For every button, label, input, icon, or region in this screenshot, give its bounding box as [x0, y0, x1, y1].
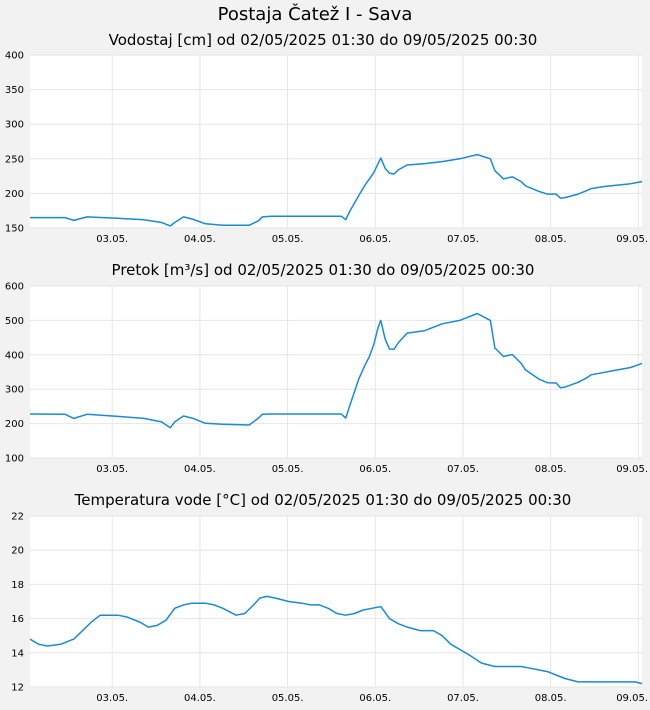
x-tick-label: 08.05.: [535, 464, 567, 475]
x-tick-label: 07.05.: [447, 234, 479, 245]
y-tick-label: 18: [11, 580, 24, 591]
series-line: [29, 312, 643, 429]
x-tick-label: 04.05.: [184, 464, 216, 475]
y-tick-label: 20: [11, 546, 24, 557]
y-tick-label: 250: [5, 154, 24, 165]
x-tick-label: 04.05.: [184, 693, 216, 704]
y-tick-label: 150: [5, 224, 24, 235]
y-tick-label: 12: [11, 683, 24, 694]
x-tick-label: 06.05.: [359, 693, 391, 704]
chart-2: Pretok [m³/s] od 02/05/2025 01:30 do 09/…: [5, 261, 648, 475]
chart-title: Pretok [m³/s] od 02/05/2025 01:30 do 09/…: [112, 261, 535, 279]
plot-area: [30, 286, 642, 458]
x-tick-label: 05.05.: [272, 464, 304, 475]
x-tick-label: 08.05.: [535, 234, 567, 245]
y-tick-label: 400: [5, 51, 24, 62]
chart-1: Vodostaj [cm] od 02/05/2025 01:30 do 09/…: [5, 31, 648, 245]
y-tick-label: 200: [5, 189, 24, 200]
x-tick-label: 08.05.: [535, 693, 567, 704]
x-tick-label: 05.05.: [272, 693, 304, 704]
y-tick-label: 22: [11, 512, 24, 523]
chart-title: Vodostaj [cm] od 02/05/2025 01:30 do 09/…: [109, 31, 538, 49]
x-tick-label: 09.05.: [616, 464, 648, 475]
y-tick-label: 350: [5, 85, 24, 96]
y-tick-label: 400: [5, 350, 24, 361]
x-tick-label: 06.05.: [359, 464, 391, 475]
chart-3: Temperatura vode [°C] od 02/05/2025 01:3…: [11, 491, 648, 704]
x-tick-label: 03.05.: [96, 464, 128, 475]
plot-area: [30, 516, 642, 687]
x-tick-label: 09.05.: [616, 234, 648, 245]
x-tick-label: 06.05.: [359, 234, 391, 245]
x-tick-label: 04.05.: [184, 234, 216, 245]
y-tick-label: 500: [5, 316, 24, 327]
x-tick-label: 07.05.: [447, 464, 479, 475]
x-tick-label: 03.05.: [96, 234, 128, 245]
series-line: [29, 595, 643, 685]
plot-area: [30, 55, 642, 228]
y-tick-label: 300: [5, 385, 24, 396]
x-tick-label: 05.05.: [272, 234, 304, 245]
chart-title: Temperatura vode [°C] od 02/05/2025 01:3…: [74, 491, 572, 509]
y-tick-label: 16: [11, 614, 24, 625]
x-tick-label: 09.05.: [616, 693, 648, 704]
charts-container: Vodostaj [cm] od 02/05/2025 01:30 do 09/…: [5, 31, 648, 704]
x-tick-label: 07.05.: [447, 693, 479, 704]
y-tick-label: 14: [11, 648, 24, 659]
series-line: [30, 153, 643, 227]
x-tick-label: 03.05.: [96, 693, 128, 704]
page-title: Postaja Čatež I - Sava: [218, 3, 413, 25]
y-tick-label: 600: [5, 282, 24, 293]
y-tick-label: 300: [5, 120, 24, 131]
y-tick-label: 200: [5, 419, 24, 430]
y-tick-label: 100: [5, 454, 24, 465]
